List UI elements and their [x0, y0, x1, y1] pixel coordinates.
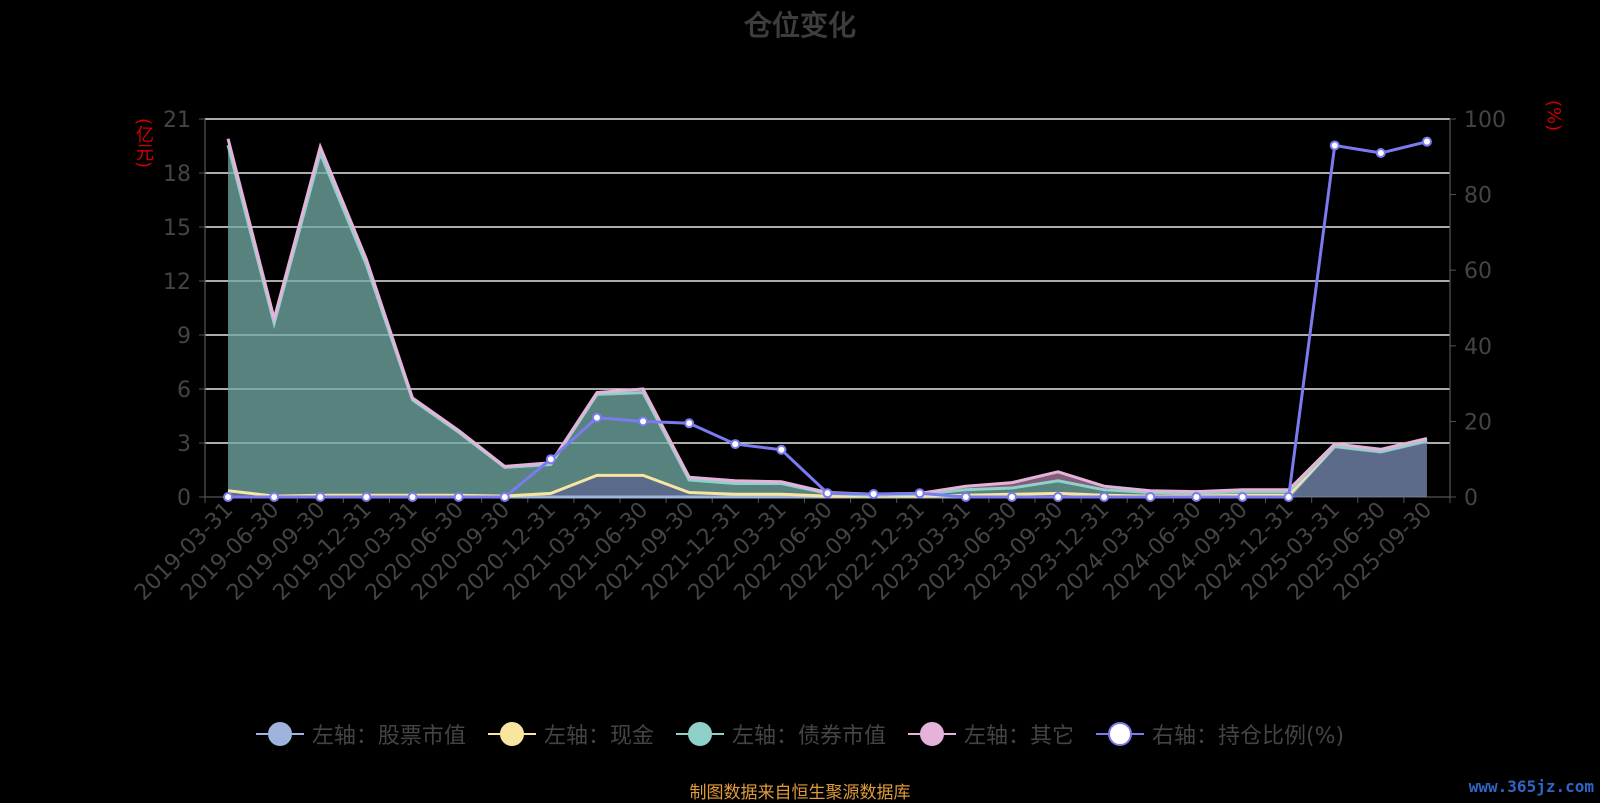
area-2	[228, 145, 1427, 497]
ratio-point	[868, 488, 879, 499]
left-tick-label: 21	[163, 108, 191, 133]
ratio-point	[315, 492, 326, 502]
source-note: 制图数据来自恒生聚源数据库	[689, 783, 911, 803]
ratio-point	[1421, 136, 1432, 147]
ratio-point	[822, 488, 833, 499]
ratio-point	[1145, 492, 1156, 502]
ratio-point	[1329, 140, 1340, 151]
legend-marker-icon	[487, 722, 536, 746]
chart-title: 仓位变化	[743, 9, 856, 42]
legend-marker-icon	[907, 722, 956, 746]
left-tick-label: 12	[163, 270, 191, 295]
left-tick-label: 3	[177, 432, 191, 457]
ratio-point	[776, 444, 787, 455]
left-tick-label: 9	[177, 324, 191, 349]
legend-item[interactable]: 左轴：现金	[487, 718, 654, 750]
ratio-point	[960, 492, 971, 502]
ratio-point	[914, 488, 925, 499]
legend-item[interactable]: 左轴：股票市值	[255, 718, 466, 750]
legend-item[interactable]: 右轴：持仓比例(%)	[1095, 718, 1345, 750]
ratio-point	[684, 418, 695, 429]
ratio-point	[1375, 148, 1386, 159]
ratio-point	[223, 492, 234, 502]
legend-item[interactable]: 左轴：债券市值	[675, 718, 886, 750]
legend-label: 左轴：股票市值	[311, 724, 466, 749]
left-tick-label: 6	[177, 378, 191, 403]
ratio-point	[730, 439, 741, 450]
right-axis-unit: (%)	[1543, 100, 1564, 132]
ratio-point	[1099, 492, 1110, 502]
legend-marker-icon	[1095, 722, 1144, 746]
legend: 左轴：股票市值 左轴：现金 左轴：债券市值 左轴：其它 右轴：持仓比例(%)	[0, 718, 1600, 750]
ratio-point	[499, 492, 510, 502]
right-tick-label: 40	[1464, 335, 1492, 360]
ratio-point	[638, 416, 649, 427]
ratio-point	[1006, 492, 1017, 502]
ratio-point	[269, 492, 280, 502]
right-tick-label: 60	[1464, 259, 1492, 284]
right-tick-label: 20	[1464, 410, 1492, 435]
legend-item[interactable]: 左轴：其它	[907, 718, 1074, 750]
legend-label: 左轴：其它	[963, 724, 1074, 749]
ratio-point	[1191, 492, 1202, 502]
legend-label: 右轴：持仓比例(%)	[1151, 724, 1345, 749]
ratio-point	[1237, 492, 1248, 502]
legend-label: 左轴：现金	[543, 724, 654, 749]
watermark: www.365jz.com	[1468, 777, 1594, 796]
right-tick-label: 80	[1464, 184, 1492, 209]
right-tick-label: 100	[1464, 108, 1506, 133]
area-0	[228, 441, 1427, 497]
plot-area: 0369121518210204060801002019-03-312019-0…	[130, 108, 1506, 606]
legend-marker-icon	[675, 722, 724, 746]
ratio-point	[1283, 492, 1294, 502]
ratio-point	[453, 492, 464, 502]
right-tick-label: 0	[1464, 486, 1478, 511]
ratio-point	[545, 454, 556, 465]
left-tick-label: 18	[163, 162, 191, 187]
left-tick-label: 15	[163, 216, 191, 241]
ratio-point	[591, 412, 602, 423]
left-axis-unit: (亿元)	[133, 118, 154, 169]
ratio-point	[361, 492, 372, 502]
legend-marker-icon	[255, 722, 304, 746]
left-tick-label: 0	[177, 486, 191, 511]
ratio-point	[407, 492, 418, 502]
ratio-point	[1053, 492, 1064, 502]
legend-label: 左轴：债券市值	[731, 724, 886, 749]
